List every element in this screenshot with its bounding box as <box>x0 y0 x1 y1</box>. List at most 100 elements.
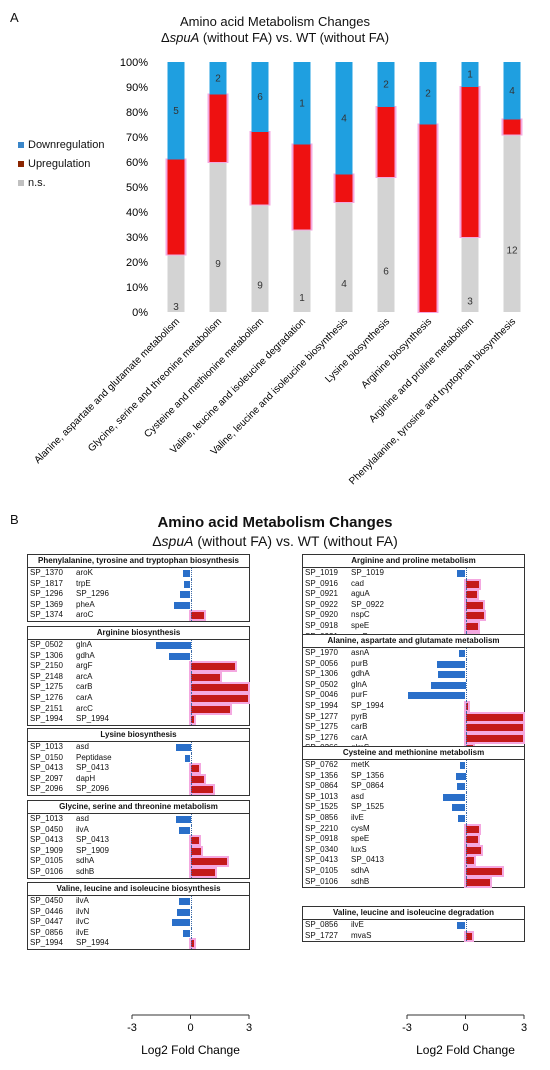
gene-id: SP_1275 <box>30 682 63 692</box>
fold-change-bar-down <box>455 772 466 780</box>
gene-row: SP_0856 ilvE <box>303 920 524 931</box>
fold-change-bar-down <box>176 908 191 916</box>
fold-change-bar-down <box>431 681 466 689</box>
gene-id: SP_0856 <box>305 812 338 822</box>
bar-segment-ns <box>335 202 353 312</box>
gene-id: SP_1276 <box>305 732 338 742</box>
fold-change-bar-up <box>465 825 480 833</box>
pathway-title: Valine, leucine and isoleucine biosynthe… <box>28 883 249 896</box>
gene-row: SP_1817 trpE <box>28 578 249 590</box>
gene-id: SP_1525 <box>305 802 338 812</box>
bar-segment-ns <box>209 162 227 312</box>
gene-row: SP_1013 asd <box>303 791 524 803</box>
gene-row: SP_1275 carB <box>303 722 524 733</box>
gene-name: pheA <box>76 599 95 609</box>
gene-row: SP_2150 argF <box>28 661 249 672</box>
bar-track <box>407 568 524 579</box>
bar-count-label: 6 <box>383 267 389 278</box>
gene-id: SP_1817 <box>30 578 63 588</box>
pathway-box: Valine, leucine and isoleucine biosynthe… <box>27 882 250 950</box>
fold-change-bar-up <box>190 858 227 866</box>
bar-count-label: 4 <box>341 113 347 124</box>
x-category-label: Alanine, aspartate and glutamate metabol… <box>32 316 182 466</box>
gene-id: SP_0762 <box>305 760 338 769</box>
gene-row: SP_0916 cad <box>303 578 524 590</box>
gene-name: SP_1525 <box>351 802 384 812</box>
gene-row: SP_0446 ilvN <box>28 906 249 918</box>
fold-change-bar-up <box>190 847 202 855</box>
gene-id: SP_2151 <box>30 703 63 713</box>
fold-change-bar-down <box>183 580 191 588</box>
gene-name: SP_1909 <box>76 845 109 855</box>
bar-track <box>132 835 249 846</box>
fold-change-bar-up <box>465 612 485 620</box>
bar-segment-upregulation <box>335 174 353 202</box>
chart-b-title: Amino acid Metabolism Changes ΔspuA (wit… <box>152 514 398 549</box>
zero-line <box>190 906 192 918</box>
zero-line <box>465 865 467 877</box>
pathway-title: Cysteine and methionine metabolism <box>303 747 524 760</box>
fold-change-bar-up <box>465 878 490 886</box>
bar-segment-downregulation <box>503 62 521 120</box>
fold-change-bar-down <box>169 652 191 660</box>
x-tick-label: 3 <box>246 1022 252 1034</box>
gene-row: SP_0762 metK <box>303 760 524 771</box>
fold-change-axes: -3 0 3 Log2 Fold Change -3 0 3 Log2 Fold Change <box>127 1014 527 1057</box>
gene-row: SP_1275 carB <box>28 682 249 693</box>
gene-row: SP_0502 glnA <box>303 679 524 691</box>
fold-change-bar-up <box>190 786 213 794</box>
gene-name: carB <box>76 682 93 692</box>
fold-change-bar-down <box>456 783 466 791</box>
bar-track <box>407 865 524 877</box>
fold-change-bar-up <box>190 612 205 620</box>
gene-name: sdhB <box>351 876 370 886</box>
gene-row: SP_0413 SP_0413 <box>28 763 249 774</box>
bar-track <box>132 927 249 939</box>
bar-track <box>407 589 524 600</box>
gene-row: SP_1994 SP_1994 <box>303 700 524 712</box>
pathway-box: Cysteine and methionine metabolism SP_076… <box>302 746 525 889</box>
gene-name: metK <box>351 760 370 769</box>
bar-track <box>132 671 249 683</box>
gene-id: SP_1727 <box>305 930 338 940</box>
y-tick-label: 70% <box>126 132 148 144</box>
bar-count-label: 3 <box>467 297 473 308</box>
fold-change-bar-up <box>190 705 230 713</box>
fold-change-bar-down <box>182 570 191 577</box>
legend-item-down: Downregulation <box>18 135 104 154</box>
fold-change-bar-down <box>407 692 466 700</box>
bar-track <box>407 610 524 621</box>
fold-change-bar-up <box>465 622 479 630</box>
gene-name: SP_0922 <box>351 599 384 609</box>
bar-segment-ns <box>293 229 311 312</box>
zero-line <box>190 917 192 928</box>
gene-name: luxS <box>351 844 367 854</box>
fold-change-bar-up <box>190 694 249 702</box>
gene-row: SP_0918 speE <box>303 834 524 845</box>
gene-id: SP_1013 <box>30 742 63 751</box>
gene-id: SP_0918 <box>305 834 338 844</box>
gene-name: gdhA <box>76 650 95 660</box>
gene-id: SP_0447 <box>30 917 63 927</box>
bar-track <box>132 703 249 715</box>
gene-id: SP_1370 <box>30 568 63 577</box>
gene-name: trpE <box>76 578 91 588</box>
gene-name: arcA <box>76 671 93 681</box>
bar-segment-ns <box>503 134 521 312</box>
gene-id: SP_2097 <box>30 773 63 783</box>
zero-line <box>465 700 467 712</box>
fold-change-bar-down <box>178 898 191 905</box>
bar-track <box>407 658 524 670</box>
gene-name: ilvN <box>76 906 90 916</box>
bar-track <box>407 690 524 701</box>
gene-name: SP_1994 <box>76 714 109 724</box>
pathway-box: Phenylalanine, tyrosine and tryptophan b… <box>27 554 250 622</box>
gene-name: sdhB <box>76 866 95 876</box>
gene-name: ilvC <box>76 917 90 927</box>
gene-id: SP_0413 <box>30 835 63 845</box>
bar-track <box>132 773 249 785</box>
zero-line <box>190 814 192 825</box>
bar-segment-ns <box>251 204 269 312</box>
gene-id: SP_2150 <box>30 661 63 671</box>
pathway-title: Valine, leucine and isoleucine degradati… <box>303 907 524 920</box>
